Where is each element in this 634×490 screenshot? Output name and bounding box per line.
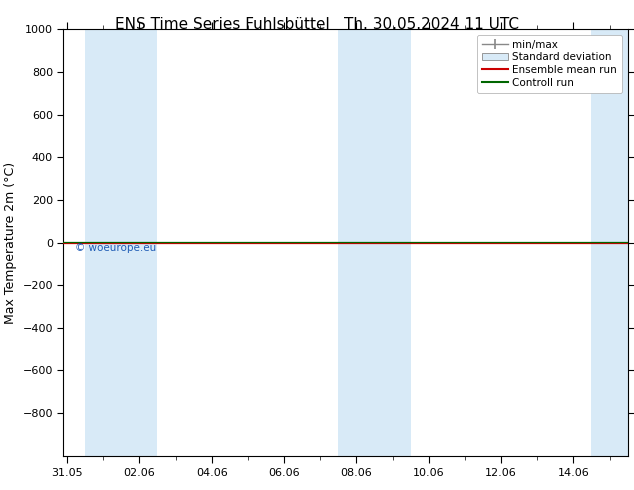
Bar (339, 29, 411, 456)
Text: ENS Time Series Fuhlsbüttel: ENS Time Series Fuhlsbüttel (115, 17, 329, 32)
Legend: min/max, Standard deviation, Ensemble mean run, Controll run: min/max, Standard deviation, Ensemble me… (477, 35, 623, 93)
Text: Th. 30.05.2024 11 UTC: Th. 30.05.2024 11 UTC (344, 17, 519, 32)
Bar (592, 29, 628, 456)
Bar (85, 29, 157, 456)
Y-axis label: Max Temperature 2m (°C): Max Temperature 2m (°C) (4, 162, 17, 323)
Text: © woeurope.eu: © woeurope.eu (75, 243, 156, 252)
